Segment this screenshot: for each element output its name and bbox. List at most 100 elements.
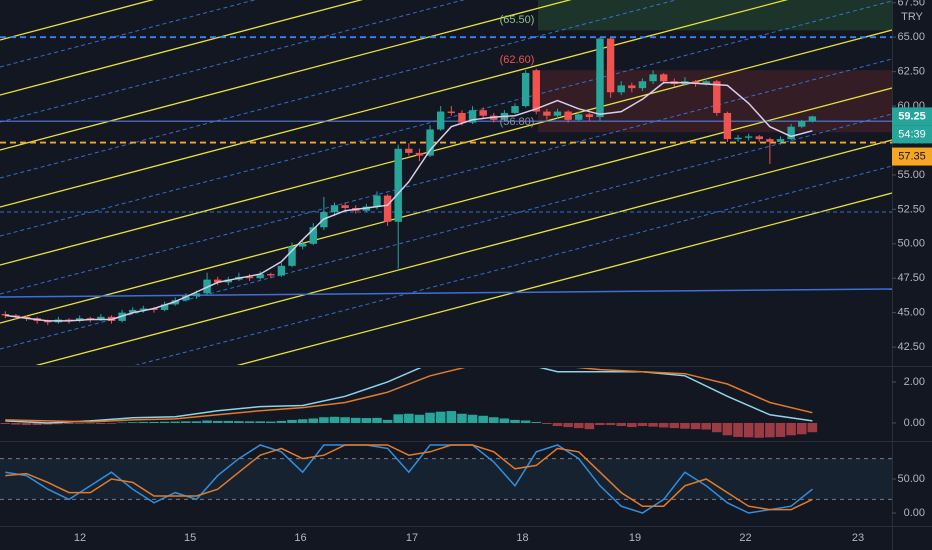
candle-body: [139, 308, 148, 310]
histogram-bar: [563, 422, 573, 428]
histogram-bar: [43, 422, 53, 425]
candle-body: [596, 38, 604, 118]
histogram-bar: [531, 421, 542, 423]
candle-body: [649, 74, 657, 82]
level-label: 57.35: [898, 150, 926, 162]
y-tick-label: 47.50: [897, 272, 925, 284]
countdown-tag: [892, 125, 932, 144]
channel-line: [0, 87, 892, 324]
histogram-bar: [425, 412, 435, 423]
histogram-bar: [605, 422, 616, 426]
candle-body: [267, 274, 275, 276]
histogram-bar: [627, 422, 637, 428]
candle-body: [511, 106, 519, 113]
histogram-bar: [658, 422, 669, 428]
annotation: (56.80): [500, 116, 535, 128]
candle-body: [628, 85, 636, 89]
histogram-bar: [234, 421, 244, 423]
channel-line: [0, 0, 364, 96]
candle-body: [341, 205, 349, 208]
histogram-bar: [690, 422, 701, 430]
candle-body: [808, 116, 817, 122]
histogram-bar: [478, 415, 488, 423]
candle-body: [543, 111, 551, 116]
stochastic-line: [5, 444, 813, 511]
candle-body: [309, 227, 317, 244]
candle-body: [766, 139, 774, 142]
x-tick-label: 15: [184, 532, 196, 544]
histogram-bar: [669, 422, 680, 429]
candle-body: [468, 110, 477, 123]
histogram-bar: [255, 421, 265, 423]
candle-body: [585, 114, 594, 118]
histogram-bar: [329, 416, 340, 423]
histogram-bar: [64, 422, 74, 424]
histogram-bar: [127, 422, 138, 423]
histogram-bar: [361, 418, 372, 423]
candle-body: [192, 293, 201, 297]
support-line: [0, 288, 892, 298]
histogram-bar: [372, 417, 382, 423]
histogram-bar: [520, 420, 531, 423]
candle-body: [1, 314, 10, 316]
histogram-bar: [542, 422, 552, 424]
x-tick-label: 12: [74, 532, 86, 544]
candle-body: [659, 74, 668, 82]
histogram-bar: [181, 421, 191, 423]
candle-body: [617, 85, 625, 93]
x-tick-label: 23: [852, 532, 864, 544]
histogram-bar: [446, 411, 457, 423]
histogram-bar: [212, 420, 223, 423]
y-tick-label: 67.50: [897, 0, 925, 9]
y-tick-label: 2.00: [904, 376, 925, 388]
histogram-bar: [573, 422, 584, 429]
candle-body: [394, 148, 402, 222]
histogram-bar: [616, 422, 626, 427]
band-fill: [0, 458, 892, 500]
candle-body: [776, 139, 785, 142]
candle-body: [575, 114, 583, 120]
histogram-bar: [223, 420, 234, 423]
histogram-bar: [117, 422, 127, 424]
histogram-bar: [297, 419, 308, 423]
candle-body: [458, 112, 466, 123]
y-tick-label: 0.00: [904, 417, 925, 429]
histogram-bar: [648, 422, 658, 427]
candle-body: [638, 81, 647, 89]
candle-body: [723, 112, 732, 140]
price-pane: (65.50) (62.60) (56.80): [0, 14, 892, 326]
histogram-bar: [308, 418, 319, 423]
histogram-bar: [74, 422, 85, 424]
histogram-bar: [159, 421, 170, 423]
macd-pane: [0, 368, 818, 438]
y-tick-label: 50.00: [897, 238, 925, 250]
histogram-bar: [382, 419, 393, 423]
histogram-bar: [796, 422, 807, 435]
histogram-bar: [287, 419, 297, 423]
histogram-bar: [32, 422, 42, 426]
candle-body: [97, 316, 105, 320]
y-tick-label: 62.50: [897, 66, 925, 78]
x-tick-label: 17: [406, 532, 418, 544]
histogram-bar: [266, 421, 276, 423]
candle-body: [798, 121, 806, 127]
countdown-label: 54:39: [898, 128, 926, 140]
histogram-bar: [489, 417, 499, 423]
candle-body: [256, 274, 264, 279]
candle-body: [734, 137, 742, 140]
x-tick-label: 19: [629, 532, 641, 544]
histogram-bar: [712, 422, 722, 433]
channel-lines: [0, 0, 892, 365]
y-tick-label: 45.00: [897, 307, 925, 319]
candle-body: [129, 309, 137, 313]
candle-body: [405, 148, 413, 153]
histogram-bar: [96, 422, 106, 424]
candle-body: [245, 276, 254, 279]
histogram-bar: [680, 422, 690, 429]
histogram-bar: [743, 422, 754, 438]
candle-body: [436, 111, 445, 130]
histogram-bar: [499, 418, 510, 423]
y-tick-label: 42.50: [897, 341, 925, 353]
macd-line: [5, 368, 813, 424]
